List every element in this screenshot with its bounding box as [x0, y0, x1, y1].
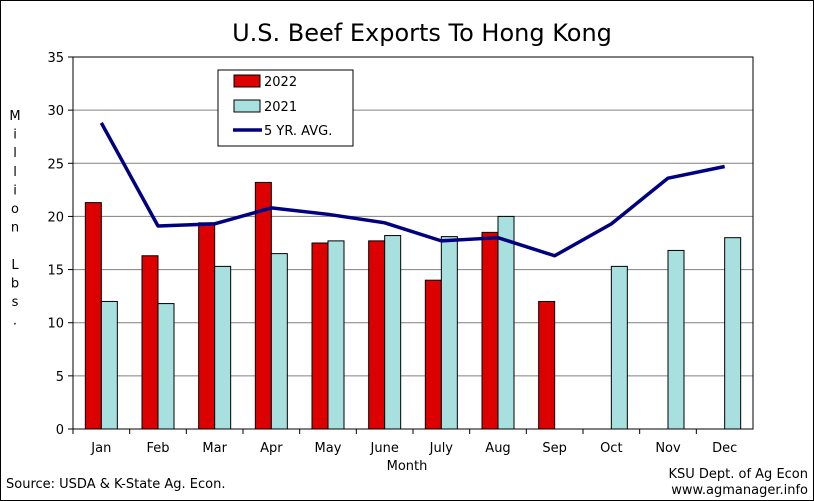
x-tick-label: Nov	[655, 441, 681, 456]
y-axis-label-char: s	[12, 295, 19, 310]
y-tick-label: 35	[47, 51, 64, 66]
bars	[72, 181, 742, 434]
x-tick-label: Apr	[260, 441, 283, 456]
y-tick-label: 25	[47, 157, 64, 172]
y-axis-label-char: l	[13, 165, 17, 180]
bar-2021-jan	[100, 300, 118, 430]
x-tick-label: Mar	[202, 441, 227, 456]
bar-2021-apr	[270, 253, 288, 430]
bar-2021-feb	[157, 303, 175, 430]
x-tick-label: Oct	[600, 441, 622, 456]
legend-label: 2022	[264, 75, 297, 90]
x-tick-label: Aug	[485, 441, 510, 456]
credit-line-2: www.agmanager.info	[671, 483, 808, 498]
bar-2021-aug	[497, 215, 515, 430]
y-axis-label-char: L	[11, 258, 19, 273]
bar-2021-may	[327, 240, 345, 430]
y-tick-label: 15	[47, 264, 64, 279]
bar-2022-feb	[141, 255, 159, 430]
x-tick-label: Sep	[542, 441, 567, 456]
x-tick-label: July	[429, 441, 454, 456]
line-5yr-avg	[99, 122, 726, 258]
plot-background	[73, 57, 753, 429]
bar-2022-mar	[198, 222, 216, 430]
y-tick-label: 0	[56, 423, 64, 438]
legend: 2022 2021 5 YR. AVG.	[217, 69, 354, 147]
y-axis-label-char: i	[13, 183, 17, 198]
bar-2022-jan	[84, 202, 102, 430]
bar-2022-june	[368, 240, 386, 430]
legend-swatch	[233, 74, 261, 88]
y-tick-labels: 0 5 10 15 20 25 30 35	[47, 51, 73, 438]
x-tick-labels: Jan Feb Mar Apr May June July Aug Sep Oct Nov Dec	[90, 441, 737, 456]
legend-label: 2021	[264, 100, 297, 115]
credit-line-1: KSU Dept. of Ag Econ	[668, 467, 808, 482]
bar-2021-july	[440, 236, 458, 430]
bar-2021-dec	[724, 237, 742, 430]
y-axis-label-char: l	[13, 146, 17, 161]
bar-2021-june	[384, 235, 402, 430]
bar-2022-sep	[538, 300, 556, 430]
y-tick-label: 30	[47, 104, 64, 119]
bar-2022-aug	[481, 231, 499, 430]
y-tick-label: 20	[47, 210, 64, 225]
x-tick-label: Jan	[90, 441, 111, 456]
x-axis-label: Month	[387, 459, 428, 474]
bar-2021-mar	[214, 265, 232, 430]
y-axis-label-char: i	[13, 128, 17, 143]
legend-swatch	[233, 99, 261, 113]
y-axis-label-char: .	[13, 314, 17, 329]
y-axis-label-char: b	[11, 276, 19, 291]
bar-2022-may	[311, 242, 329, 430]
avg-line	[99, 122, 726, 258]
x-tick-label: Dec	[712, 441, 737, 456]
plot-area	[72, 56, 754, 430]
y-tick-label: 5	[56, 370, 64, 385]
x-tick-label: May	[315, 441, 342, 456]
y-axis-label-char: o	[11, 202, 19, 217]
bar-2021-nov	[667, 249, 685, 430]
y-axis-label-char: M	[9, 109, 20, 124]
bar-2022-july	[424, 279, 442, 430]
bar-2021-oct	[610, 265, 628, 430]
y-tick-label: 10	[47, 317, 64, 332]
source-note: Source: USDA & K-State Ag. Econ.	[6, 477, 226, 492]
x-tick-label: Feb	[146, 441, 169, 456]
x-tick-label: June	[370, 441, 399, 456]
chart-title: U.S. Beef Exports To Hong Kong	[232, 19, 612, 47]
bar-2022-apr	[254, 181, 272, 430]
y-axis-label-char: n	[11, 221, 19, 236]
legend-label: 5 YR. AVG.	[264, 124, 332, 139]
